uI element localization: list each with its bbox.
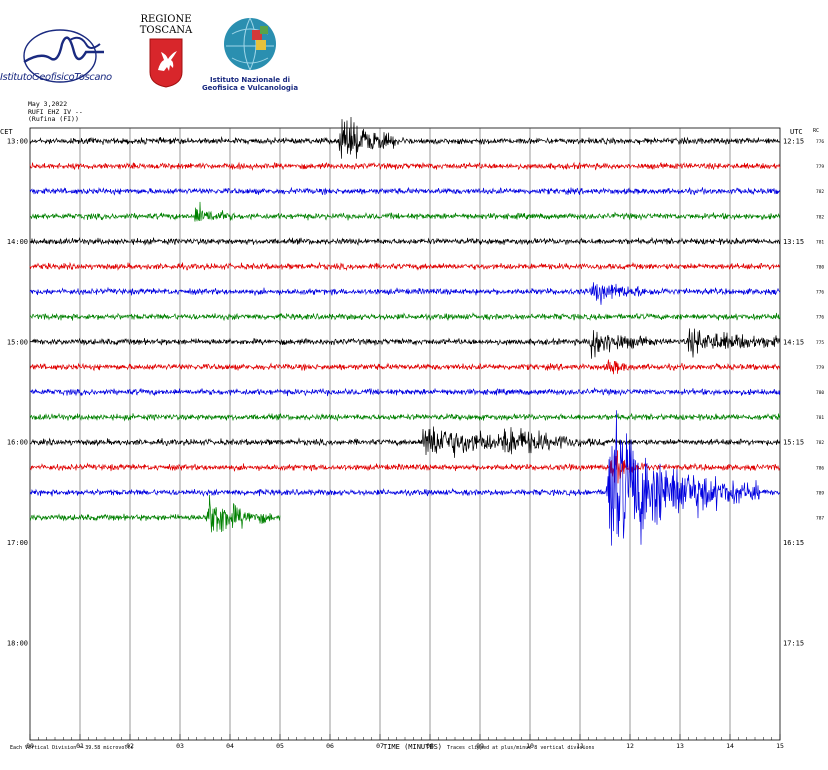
regione-line1: REGIONE (140, 14, 192, 25)
plot-grid (29, 127, 781, 741)
station-date: May 3,2022 (28, 100, 68, 108)
x-tick-label: 02 (126, 742, 134, 750)
rc-value: 779 (816, 365, 824, 371)
trace-row-1 (29, 161, 781, 171)
right-hour-label: 16:15 (783, 539, 804, 547)
left-hour-label: 13:00 (7, 138, 28, 146)
trace-row-9 (29, 359, 781, 375)
station-info: May 3,2022 RUFI EHZ IV -- (Rufina (FI)) (28, 100, 83, 124)
right-axis-title: UTC (790, 128, 803, 136)
rc-value: 781 (816, 415, 824, 421)
left-hour-label: 15:00 (7, 338, 28, 346)
igt-logo-label: IstitutoGeofisicoToscano (0, 72, 112, 83)
vertical-division-note: Each Vertical Division = 39.58 microvolt… (10, 745, 133, 751)
trace-row-4 (29, 237, 781, 246)
clipping-note: Traces clipped at plus/minus 8 vertical … (447, 745, 595, 751)
x-tick-label: 05 (276, 742, 284, 750)
x-tick-label: 04 (226, 742, 234, 750)
x-tick-label: 11 (576, 742, 584, 750)
trace-row-6 (29, 282, 781, 305)
rc-value: 775 (816, 340, 824, 346)
left-hour-label: 17:00 (7, 539, 28, 547)
trace-row-0 (29, 116, 781, 159)
trace-row-3 (29, 201, 781, 222)
trace-row-2 (29, 186, 781, 196)
header-logos: IstitutoGeofisicoToscano REGIONE TOSCANA… (0, 0, 828, 100)
rc-value: 776 (816, 290, 824, 296)
rc-value: 780 (816, 390, 824, 396)
x-tick-label: 07 (376, 742, 384, 750)
seismic-traces (29, 116, 781, 546)
right-hour-label: 12:15 (783, 138, 804, 146)
trace-row-15 (29, 494, 281, 533)
trace-row-10 (29, 387, 781, 397)
ingv-globe-icon (224, 17, 276, 71)
rc-value: 782 (816, 189, 824, 195)
left-hour-label: 18:00 (7, 640, 28, 648)
trace-row-7 (29, 312, 781, 322)
rc-value: 782 (816, 440, 824, 446)
left-hour-label: 14:00 (7, 238, 28, 246)
rc-value: 782 (816, 214, 824, 220)
trace-row-13 (29, 450, 781, 484)
axis-labels: CET UTC RC TIME (MINUTES) Each Vertical … (0, 128, 824, 751)
rc-value: 787 (816, 516, 824, 522)
igt-logo-mark (23, 29, 104, 83)
x-tick-label: 13 (676, 742, 684, 750)
trace-row-14 (29, 410, 781, 546)
pegasus-shield-icon (149, 38, 183, 88)
regione-toscana-logo: REGIONE TOSCANA (138, 14, 194, 92)
station-channel: RUFI EHZ IV -- (28, 107, 83, 116)
rc-value: 776 (816, 315, 824, 321)
left-hour-label: 16:00 (7, 439, 28, 447)
right-hour-label: 14:15 (783, 338, 804, 346)
trace-row-11 (29, 412, 781, 422)
rc-value: 786 (816, 465, 824, 471)
rc-value: 780 (816, 265, 824, 271)
station-place: (Rufina (FI)) (28, 115, 79, 123)
x-tick-label: 14 (726, 742, 734, 750)
x-tick-label: 10 (526, 742, 534, 750)
x-tick-label: 09 (476, 742, 484, 750)
ingv-logo: Istituto Nazionale di Geofisica e Vulcan… (200, 16, 300, 96)
rc-value: 789 (816, 490, 824, 496)
rc-value: 779 (816, 164, 824, 170)
trace-row-5 (29, 261, 781, 271)
right-hour-label: 15:15 (783, 439, 804, 447)
trace-row-12 (29, 426, 781, 458)
x-tick-label: 06 (326, 742, 334, 750)
rc-value: 776 (816, 139, 824, 145)
plot-frame (29, 127, 781, 741)
far-right-title: RC (813, 128, 819, 134)
rc-value: 781 (816, 239, 824, 245)
x-tick-label: 15 (776, 742, 784, 750)
right-hour-label: 13:15 (783, 238, 804, 246)
x-axis-title: TIME (MINUTES) (383, 743, 442, 751)
regione-line2: TOSCANA (139, 25, 193, 36)
trace-row-8 (29, 328, 781, 359)
x-tick-label: 08 (426, 742, 434, 750)
right-hour-label: 17:15 (783, 640, 804, 648)
ingv-line1: Istituto Nazionale di (209, 76, 290, 84)
ingv-line2: Geofisica e Vulcanologia (201, 84, 299, 92)
x-tick-label: 01 (76, 742, 84, 750)
x-tick-label: 03 (176, 742, 184, 750)
x-tick-label: 12 (626, 742, 634, 750)
igt-logo: IstitutoGeofisicoToscano (0, 22, 130, 92)
x-tick-label: 00 (26, 742, 34, 750)
left-axis-title: CET (0, 128, 13, 136)
